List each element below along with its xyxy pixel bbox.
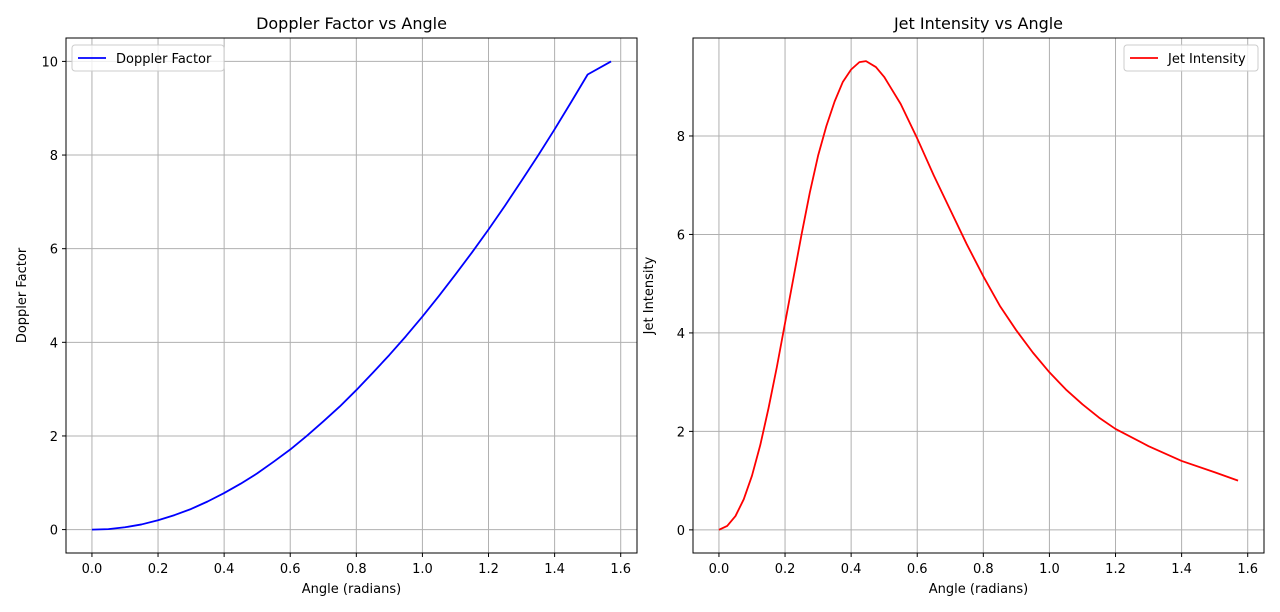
x-tick-label: 0.2 (775, 562, 796, 577)
legend-box (71, 44, 225, 72)
x-tick-label: 0.8 (346, 562, 367, 577)
y-tick-label: 6 (50, 243, 58, 258)
x-tick-label: 1.4 (1171, 562, 1192, 577)
y-tick-label: 2 (677, 425, 685, 440)
x-tick-label: 0.2 (148, 562, 169, 577)
doppler-factor-panel: 0.0 0.2 0.4 0.6 0.8 1.0 1.2 1.4 1.6 0 2 4 6 8 10 Dopple… (15, 14, 638, 597)
y-tick-label: 6 (677, 228, 685, 243)
x-tick-label: 1.6 (1237, 562, 1258, 577)
y-tick-label: 0 (50, 524, 58, 539)
y-tick-label: 2 (50, 430, 58, 445)
x-tick-label: 0.4 (841, 562, 862, 577)
y-tick-label: 4 (677, 327, 685, 342)
x-tick-label: 0.6 (907, 562, 928, 577)
plot-frame (65, 37, 638, 554)
y-tick-label: 0 (677, 524, 685, 539)
y-axis-label: Doppler Factor (15, 247, 30, 343)
x-tick-label: 1.0 (412, 562, 433, 577)
doppler-factor-line (91, 60, 612, 531)
legend-label: Doppler Factor (116, 52, 212, 67)
legend-box (1123, 44, 1259, 72)
chart-title: Jet Intensity vs Angle (893, 14, 1063, 33)
x-tick-label: 1.2 (1105, 562, 1126, 577)
jet-intensity-panel: 0.0 0.2 0.4 0.6 0.8 1.0 1.2 1.4 1.6 0 2 4 6 8 Jet Inte… (642, 14, 1265, 597)
x-tick-label: 1.2 (478, 562, 499, 577)
x-tick-label: 1.4 (544, 562, 565, 577)
chart-title: Doppler Factor vs Angle (256, 14, 447, 33)
y-axis-label: Jet Intensity (642, 256, 657, 335)
legend: Jet Intensity (1123, 44, 1259, 72)
y-tick-label: 8 (677, 130, 685, 145)
x-tick-label: 0.6 (280, 562, 301, 577)
plot-frame (692, 37, 1265, 554)
x-tick-label: 0.0 (82, 562, 103, 577)
jet-intensity-line (718, 60, 1239, 531)
y-tick-label: 8 (50, 149, 58, 164)
x-tick-label: 0.4 (214, 562, 235, 577)
y-tick-label: 10 (41, 55, 58, 70)
x-tick-label: 1.6 (610, 562, 631, 577)
y-tick-label: 4 (50, 336, 58, 351)
legend-label: Jet Intensity (1167, 52, 1246, 67)
x-axis-label: Angle (radians) (302, 582, 401, 597)
x-tick-label: 0.0 (709, 562, 730, 577)
x-axis-label: Angle (radians) (929, 582, 1028, 597)
legend: Doppler Factor (71, 44, 225, 72)
x-tick-label: 0.8 (973, 562, 994, 577)
x-tick-label: 1.0 (1039, 562, 1060, 577)
